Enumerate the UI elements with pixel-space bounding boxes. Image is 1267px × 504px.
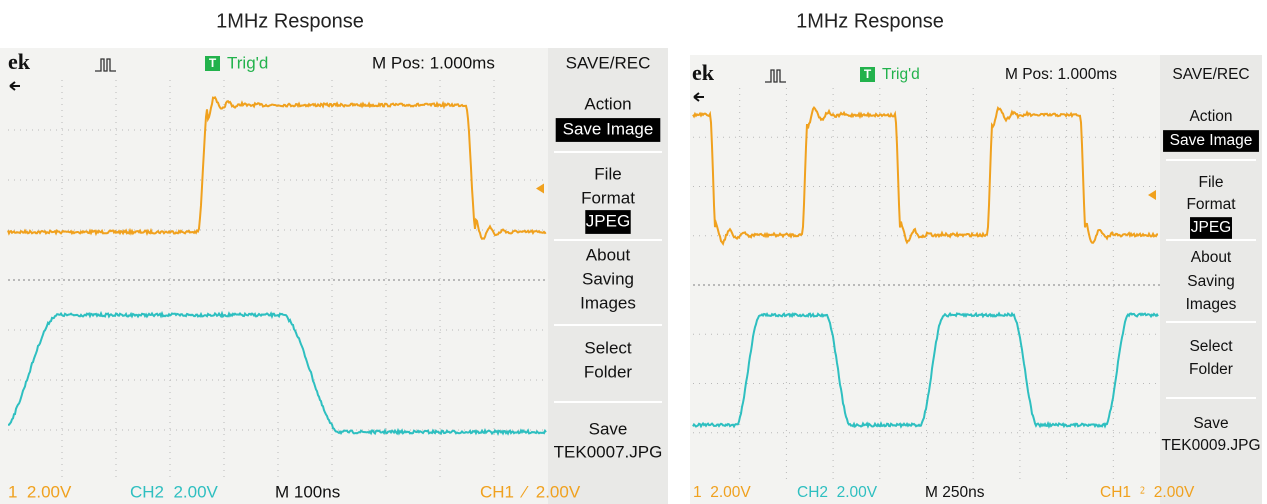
menu-label: Folder [584,362,633,381]
panel-title: 1MHz Response [796,10,944,32]
menu-label: File [1199,174,1224,191]
page: 1MHz Response ek T Trig'd M Pos: 1.000ms SAVE… [0,0,1267,504]
menu-value: Save Image [563,119,654,138]
menu-label: Save [589,419,628,438]
menu-value: TEK0009.JPG [1161,437,1260,454]
menu-label: Action [1189,108,1232,125]
trigger-status: Trig'd [882,66,920,83]
footer-ch1: 1 2.00V [693,484,751,501]
menu-label: Select [1189,338,1233,355]
menu-label: Images [580,293,636,312]
menu-value: TEK0007.JPG [554,442,663,461]
menu-label: Saving [1187,273,1234,290]
menu-label: Format [1186,196,1236,213]
footer-ch2: CH2 2.00V [797,484,878,501]
trigger-icon: T [864,67,872,81]
menu-value: JPEG [586,211,630,230]
footer-timebase: M 100ns [275,482,340,501]
menu-title: SAVE/REC [1172,66,1249,83]
panel-title: 1MHz Response [216,10,364,32]
m-pos: M Pos: 1.000ms [1005,66,1117,83]
menu-label: About [586,245,631,264]
scope-logo: ek [692,60,715,85]
menu-label: Action [584,94,631,113]
menu-label: Saving [582,269,634,288]
menu-value: Save Image [1170,132,1253,149]
footer-ch1: 1 2.00V [8,482,72,501]
menu-label: Format [581,188,635,207]
menu-label: Folder [1189,361,1233,378]
menu-label: About [1191,249,1232,266]
footer-trigger: CH1 ⁲ 2.00V [1100,484,1195,501]
footer-ch2: CH2 2.00V [130,482,219,501]
m-pos: M Pos: 1.000ms [372,53,495,72]
menu-label: Select [584,338,632,357]
trigger-status: Trig'd [227,53,268,72]
menu-title: SAVE/REC [566,53,651,72]
scope-logo: ek [8,49,31,74]
footer-timebase: M 250ns [925,484,985,501]
footer-trigger: CH1 ⁄ 2.00V [480,482,581,501]
menu-value: JPEG [1191,219,1231,236]
trigger-icon: T [209,56,217,70]
menu-label: Save [1193,415,1228,432]
menu-label: File [594,164,621,183]
menu-label: Images [1186,296,1237,313]
